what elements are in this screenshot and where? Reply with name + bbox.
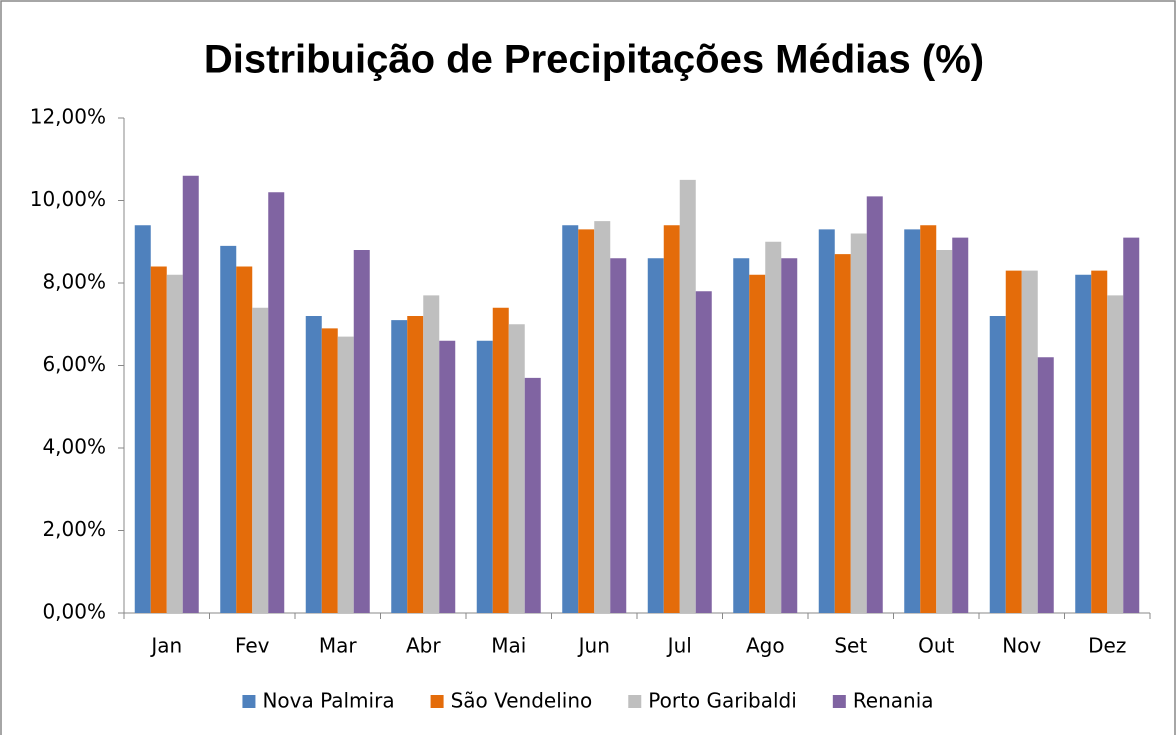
bar — [220, 245, 237, 613]
y-tick-label: 12,00% — [30, 105, 106, 129]
y-tick-label: 8,00% — [42, 270, 106, 294]
x-tick-label: Ago — [746, 634, 785, 658]
x-tick-label: Mai — [491, 634, 526, 658]
x-tick-label: Fev — [235, 634, 270, 658]
legend-swatch — [628, 695, 642, 708]
x-tick-label: Set — [834, 634, 867, 658]
bar — [423, 295, 440, 613]
bar — [1091, 270, 1108, 613]
bar — [1107, 295, 1124, 613]
bar — [850, 233, 867, 613]
bar — [268, 192, 285, 613]
bar — [407, 316, 424, 613]
bar — [391, 320, 408, 613]
bar — [1005, 270, 1022, 613]
x-tick-label: Dez — [1088, 634, 1126, 658]
bar — [236, 266, 253, 613]
y-tick-label: 6,00% — [42, 352, 106, 376]
x-tick-label: Jul — [666, 634, 692, 658]
bar — [695, 291, 712, 613]
bar — [920, 225, 937, 613]
bar — [1037, 357, 1054, 613]
bar — [749, 274, 766, 613]
x-tick-label: Abr — [406, 634, 441, 658]
bar — [1075, 274, 1092, 613]
bar — [337, 336, 354, 613]
bar — [508, 324, 525, 613]
x-tick-label: Nov — [1002, 634, 1041, 658]
bar — [663, 225, 680, 613]
legend-label: Renania — [853, 689, 934, 713]
bar — [524, 377, 541, 613]
legend-label: Nova Palmira — [262, 689, 394, 713]
x-tick-label: Jan — [149, 634, 182, 658]
bar — [305, 316, 322, 613]
y-tick-label: 10,00% — [30, 187, 106, 211]
x-tick-label: Jun — [577, 634, 610, 658]
x-tick-label: Mar — [319, 634, 358, 658]
bar — [610, 258, 627, 613]
bar — [594, 221, 611, 613]
bar — [904, 229, 921, 613]
legend-label: São Vendelino — [451, 689, 593, 713]
bar — [647, 258, 664, 613]
bar — [952, 237, 969, 613]
chart-title: Distribuição de Precipitações Médias (%) — [204, 38, 984, 82]
bar — [492, 307, 509, 613]
x-tick-label: Out — [918, 634, 954, 658]
bar — [866, 196, 883, 613]
legend-swatch — [430, 695, 444, 708]
bar — [936, 250, 953, 613]
bar — [1021, 270, 1038, 613]
bar — [834, 254, 851, 613]
bar — [439, 340, 456, 613]
bar — [476, 340, 493, 613]
y-tick-label: 4,00% — [42, 435, 106, 459]
legend-swatch — [242, 695, 256, 708]
legend-label: Porto Garibaldi — [648, 689, 797, 713]
bar — [1123, 237, 1140, 613]
bar — [733, 258, 750, 613]
bar — [134, 225, 151, 613]
bar — [150, 266, 167, 613]
y-tick-label: 0,00% — [42, 600, 106, 624]
bar — [818, 229, 835, 613]
bar — [781, 258, 798, 613]
bar — [989, 316, 1006, 613]
legend-swatch — [832, 695, 846, 708]
bar — [578, 229, 595, 613]
bar — [353, 250, 370, 613]
y-tick-label: 2,00% — [42, 517, 106, 541]
bar — [252, 307, 269, 613]
bar — [182, 175, 199, 613]
bar — [166, 274, 183, 613]
bar — [562, 225, 579, 613]
bar — [321, 328, 338, 613]
bar — [679, 179, 696, 613]
bar — [765, 241, 782, 613]
